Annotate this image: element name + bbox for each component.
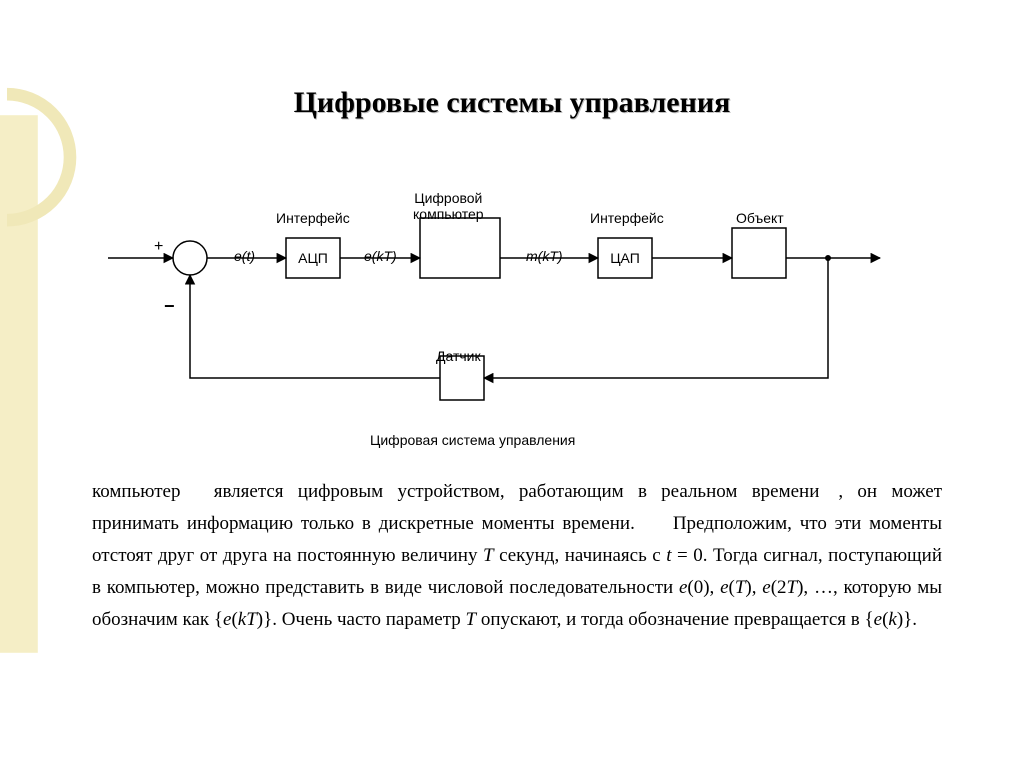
signal-m-kT: m(kT) <box>526 248 563 264</box>
body-paragraph: компьютер является цифровым устройством,… <box>92 476 942 636</box>
signal-e-t: e(t) <box>234 248 255 264</box>
block-diagram: АЦП ЦАП <box>0 0 1024 460</box>
label-sensor: Датчик <box>436 348 481 364</box>
sum-plus: + <box>154 238 163 256</box>
label-interface-dac: Интерфейс <box>590 210 664 226</box>
svg-text:АЦП: АЦП <box>298 250 328 266</box>
label-interface-adc: Интерфейс <box>276 210 350 226</box>
sum-minus: − <box>164 296 175 317</box>
signal-e-kT: e(kT) <box>364 248 397 264</box>
svg-text:ЦАП: ЦАП <box>610 250 640 266</box>
label-object: Объект <box>736 210 784 226</box>
diagram-caption: Цифровая система управления <box>370 432 575 448</box>
label-computer: Цифровой компьютер <box>413 190 484 222</box>
